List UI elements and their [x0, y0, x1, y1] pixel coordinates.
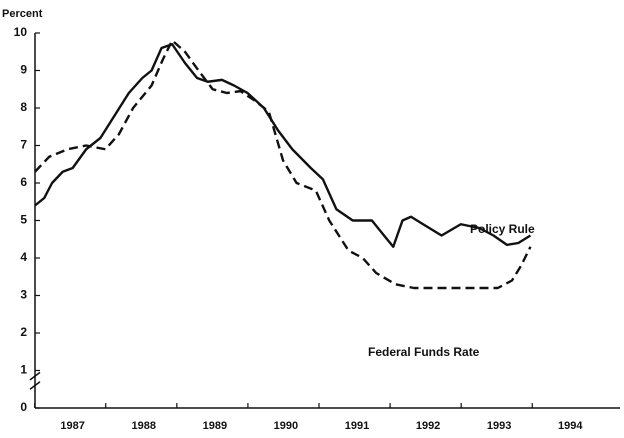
axis-break: [29, 371, 41, 390]
x-tick-label: 1992: [416, 420, 440, 432]
y-tick-label: 8: [20, 100, 27, 114]
series-label: Federal Funds Rate: [368, 345, 480, 359]
x-tick-label: 1988: [132, 420, 156, 432]
x-tick-label: 1993: [487, 420, 511, 432]
x-tick-label: 1987: [60, 420, 84, 432]
y-tick-label: 10: [14, 25, 28, 39]
y-tick-label: 9: [20, 63, 27, 77]
x-tick-label: 1991: [345, 420, 369, 432]
x-tick-label: 1994: [558, 420, 583, 432]
y-tick-label: 0: [20, 400, 27, 414]
series-line: [34, 39, 532, 290]
y-axis-label: Percent: [2, 8, 43, 20]
x-tick-label: 1989: [203, 420, 227, 432]
y-tick-label: 4: [20, 250, 27, 264]
y-tick-label: 1: [20, 363, 27, 377]
y-tick-label: 3: [20, 288, 27, 302]
x-tick-label: 1990: [274, 420, 298, 432]
y-tick-label: 5: [20, 213, 27, 227]
y-tick-label: 2: [20, 325, 27, 339]
y-tick-label: 6: [20, 175, 27, 189]
y-tick-label: 7: [20, 138, 27, 152]
